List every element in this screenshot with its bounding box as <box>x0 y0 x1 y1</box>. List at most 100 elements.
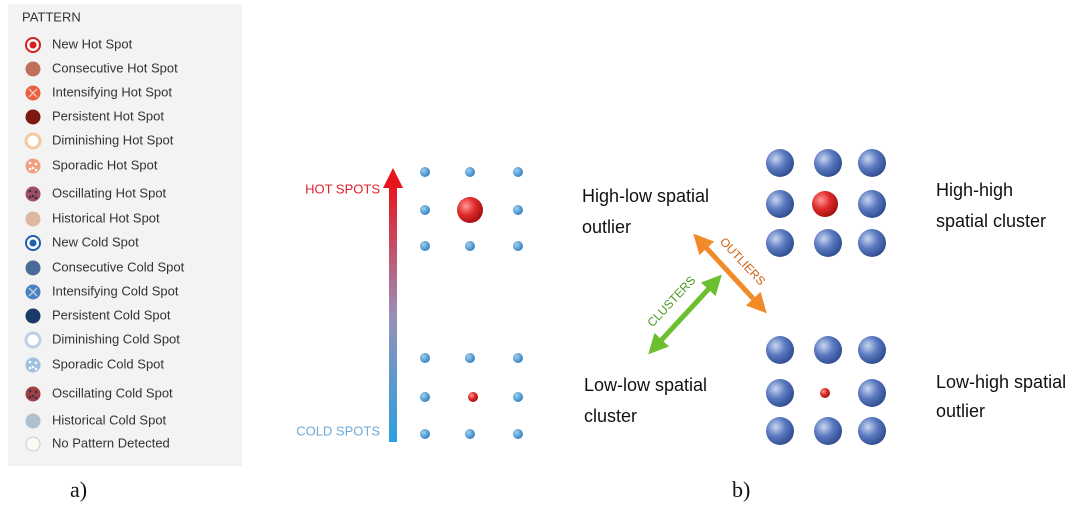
hot-label: HOT SPOTS <box>305 181 380 196</box>
figure: PATTERN New Hot Spot Consecutive Hot Spot… <box>0 0 1092 506</box>
dots-a <box>420 167 523 439</box>
icon <box>35 197 38 200</box>
legend-item: Historical Cold Spot <box>52 412 167 427</box>
sphere <box>766 229 794 257</box>
quadrant-label: High-low spatial <box>582 186 709 206</box>
legend-item: Persistent Hot Spot <box>52 108 164 123</box>
icon <box>26 387 41 402</box>
quadrant-label: outlier <box>936 401 985 421</box>
icon <box>35 362 38 365</box>
legend-item: Intensifying Hot Spot <box>52 84 172 99</box>
legend-item: Diminishing Hot Spot <box>52 132 174 147</box>
dot <box>513 429 523 439</box>
legend-item: Persistent Cold Spot <box>52 307 171 322</box>
icon <box>26 159 41 174</box>
icon <box>29 190 32 193</box>
dot <box>513 392 523 402</box>
arrow-head <box>383 168 403 188</box>
legend-title: PATTERN <box>22 9 81 24</box>
hot-dot <box>468 392 478 402</box>
panel-label: b) <box>732 477 750 502</box>
dot <box>465 167 475 177</box>
icon <box>26 261 41 276</box>
hot-dot <box>457 197 483 223</box>
sphere <box>766 149 794 177</box>
legend-item: Consecutive Hot Spot <box>52 60 178 75</box>
sphere <box>814 229 842 257</box>
icon <box>26 437 40 451</box>
legend-item: Sporadic Hot Spot <box>52 157 158 172</box>
panel-label: a) <box>70 477 87 502</box>
quadrant-label: High-high <box>936 180 1013 200</box>
legend-item: No Pattern Detected <box>52 435 170 450</box>
icon <box>32 366 35 369</box>
icon <box>35 169 38 172</box>
sphere <box>814 417 842 445</box>
dot <box>513 167 523 177</box>
legend-item: New Hot Spot <box>52 36 133 51</box>
icon <box>29 390 32 393</box>
quadrant-label: spatial cluster <box>936 211 1046 231</box>
icon <box>26 134 40 148</box>
dot <box>465 429 475 439</box>
dot <box>420 167 430 177</box>
sphere <box>858 229 886 257</box>
quadrant-label: cluster <box>584 406 637 426</box>
dot <box>513 353 523 363</box>
legend-item: Historical Hot Spot <box>52 210 160 225</box>
icon <box>35 368 38 371</box>
icon <box>29 162 32 165</box>
icon <box>26 110 41 125</box>
icon <box>26 333 40 347</box>
legend-item: New Cold Spot <box>52 234 139 249</box>
icon <box>26 62 41 77</box>
cold-label: COLD SPOTS <box>296 423 380 438</box>
legend-item: Intensifying Cold Spot <box>52 283 179 298</box>
dot <box>465 353 475 363</box>
icon <box>26 187 41 202</box>
dot <box>420 353 430 363</box>
icon <box>35 163 38 166</box>
sphere <box>858 149 886 177</box>
sphere <box>766 417 794 445</box>
dot <box>420 241 430 251</box>
sphere <box>766 190 794 218</box>
quadrant-label: Low-high spatial <box>936 372 1066 392</box>
icon <box>29 361 32 364</box>
dot <box>465 241 475 251</box>
icon <box>35 391 38 394</box>
icon <box>26 212 41 227</box>
hot-cold-arrow <box>389 186 397 442</box>
dot <box>513 241 523 251</box>
legend-item: Diminishing Cold Spot <box>52 331 180 346</box>
dot <box>420 429 430 439</box>
legend-item: Oscillating Hot Spot <box>52 185 167 200</box>
dot <box>420 392 430 402</box>
legend-item: Sporadic Cold Spot <box>52 356 164 371</box>
sphere <box>766 336 794 364</box>
dot <box>513 205 523 215</box>
icon <box>35 397 38 400</box>
sphere <box>858 190 886 218</box>
outliers-label: OUTLIERS <box>717 235 768 288</box>
legend-item: Oscillating Cold Spot <box>52 385 173 400</box>
icon <box>35 191 38 194</box>
sphere <box>766 379 794 407</box>
sphere <box>858 417 886 445</box>
icon <box>29 168 32 171</box>
icon <box>29 196 32 199</box>
dot <box>420 205 430 215</box>
sphere <box>814 149 842 177</box>
icon <box>32 167 35 170</box>
icon <box>32 195 35 198</box>
icon <box>32 395 35 398</box>
quadrant-label: Low-low spatial <box>584 375 707 395</box>
icon <box>26 358 41 373</box>
hot-dot <box>812 191 838 217</box>
clusters-label: CLUSTERS <box>644 273 698 329</box>
icon <box>26 309 41 324</box>
icon <box>30 240 37 247</box>
sphere <box>858 336 886 364</box>
hot-dot <box>820 388 830 398</box>
quadrant-label: outlier <box>582 217 631 237</box>
